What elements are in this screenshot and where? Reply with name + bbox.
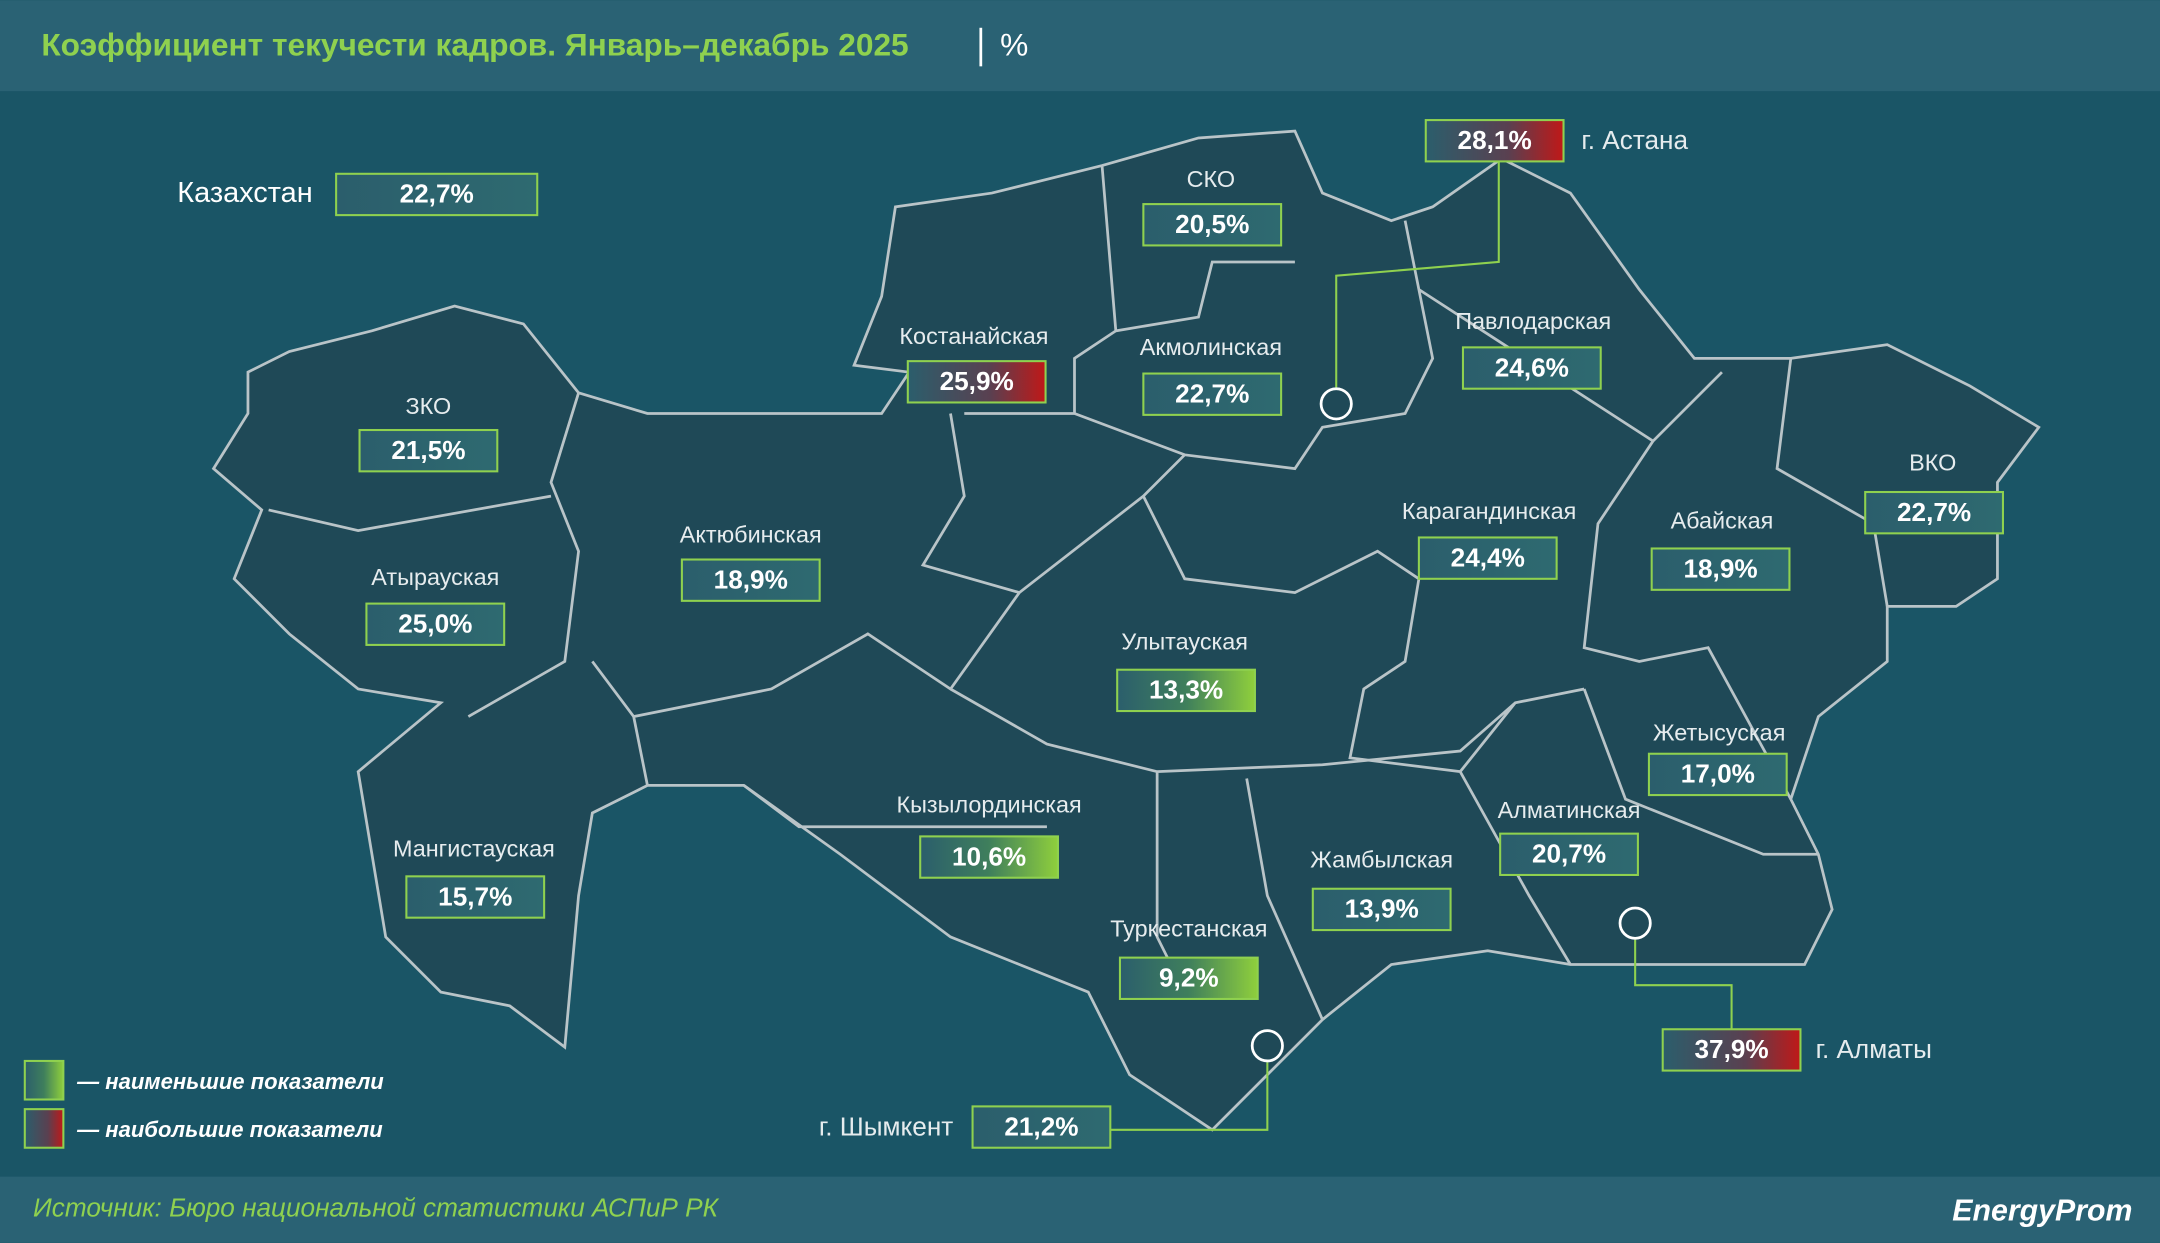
city-marker xyxy=(1250,1029,1284,1063)
footer-band xyxy=(0,1176,2160,1243)
header-band xyxy=(0,0,2160,92)
source: Источник: Бюро национальной статистики А… xyxy=(33,1193,720,1223)
value-label: 21,5% xyxy=(391,435,465,465)
connector xyxy=(1110,1062,1269,1131)
value-box xyxy=(1116,668,1256,713)
region-name: Костанайская xyxy=(899,323,1048,349)
value-box xyxy=(1424,119,1565,163)
legend-swatch-low xyxy=(23,1059,65,1101)
value-box xyxy=(971,1105,1112,1149)
region-name: Акмолинская xyxy=(1140,334,1282,360)
value-label: 10,6% xyxy=(952,841,1026,871)
value-box xyxy=(1417,536,1558,580)
region-name: Кызылординская xyxy=(896,791,1081,817)
value-label: 25,0% xyxy=(398,609,472,639)
region-name: Карагандинская xyxy=(1402,498,1576,524)
region-name: Актюбинская xyxy=(680,521,822,547)
value-label: 21,2% xyxy=(1004,1111,1078,1141)
title: Коэффициент текучести кадров. Январь–дек… xyxy=(41,26,908,62)
value-box xyxy=(1647,752,1788,797)
value-label: 17,0% xyxy=(1681,759,1755,789)
region-name: СКО xyxy=(1187,166,1235,192)
value-box xyxy=(1650,547,1791,591)
value-label: 24,4% xyxy=(1451,542,1525,572)
value-box xyxy=(1661,1028,1802,1072)
region-name: Павлодарская xyxy=(1455,308,1611,334)
value-box xyxy=(358,428,499,473)
value-box xyxy=(365,602,506,646)
value-label: 20,7% xyxy=(1532,839,1606,869)
value-label: 15,7% xyxy=(438,881,512,911)
city-name: г. Астана xyxy=(1581,125,1688,155)
region-name: Мангистауская xyxy=(393,835,555,861)
value-box xyxy=(680,558,821,602)
region-name: ВКО xyxy=(1909,450,1956,476)
city-marker xyxy=(1618,906,1652,940)
city-name: г. Алматы xyxy=(1816,1034,1932,1064)
region-name: Улытауская xyxy=(1121,629,1248,655)
legend-low: — наименьшие показатели xyxy=(76,1069,384,1094)
value-box xyxy=(919,835,1059,879)
country-name: Казахстан xyxy=(177,177,312,209)
value-label: 20,5% xyxy=(1175,209,1249,239)
region-name: Атырауская xyxy=(371,564,499,590)
region-name: Жамбылская xyxy=(1310,846,1453,872)
value-box xyxy=(1118,956,1259,1000)
region-name: Жетысуская xyxy=(1653,720,1785,746)
region-name: Алматинская xyxy=(1498,797,1641,823)
value-label: 22,7% xyxy=(1897,497,1971,527)
unit: % xyxy=(1000,26,1028,62)
value-label: 24,6% xyxy=(1495,352,1569,382)
legend-high: — наибольшие показатели xyxy=(76,1117,383,1142)
legend-swatch-high xyxy=(23,1108,65,1149)
legend: — наименьшие показатели — наибольшие пок… xyxy=(23,1059,384,1149)
region-name: ЗКО xyxy=(406,393,452,419)
labels: Казахстан 22,7% СКО 20,5% Костанайская 25,9% А… xyxy=(177,119,2004,1149)
region-name: Абайская xyxy=(1671,508,1774,534)
value-label: 9,2% xyxy=(1159,963,1219,993)
value-label: 13,3% xyxy=(1149,675,1223,705)
value-label: 28,1% xyxy=(1458,125,1532,155)
value-label: 22,7% xyxy=(1175,378,1249,408)
city-name: г. Шымкент xyxy=(819,1111,953,1141)
value-box xyxy=(1461,346,1602,390)
city-marker xyxy=(1319,387,1353,421)
value-box xyxy=(1142,372,1283,416)
value-box xyxy=(1311,887,1452,932)
value-label: 18,9% xyxy=(714,564,788,594)
value-box xyxy=(1142,203,1283,247)
connector xyxy=(1335,161,1500,388)
value-box xyxy=(906,360,1047,404)
value-label: 22,7% xyxy=(400,179,474,209)
region-name: Туркестанская xyxy=(1110,915,1267,941)
connector xyxy=(1634,939,1733,1030)
value-box xyxy=(335,172,539,217)
logo: EnergyProm xyxy=(1952,1194,2132,1227)
value-label: 13,9% xyxy=(1345,894,1419,924)
value-box xyxy=(1864,490,2004,535)
value-label: 18,9% xyxy=(1683,553,1757,583)
value-box xyxy=(1499,832,1639,877)
value-box xyxy=(405,875,546,919)
value-label: 37,9% xyxy=(1694,1034,1768,1064)
value-label: 25,9% xyxy=(940,366,1014,396)
